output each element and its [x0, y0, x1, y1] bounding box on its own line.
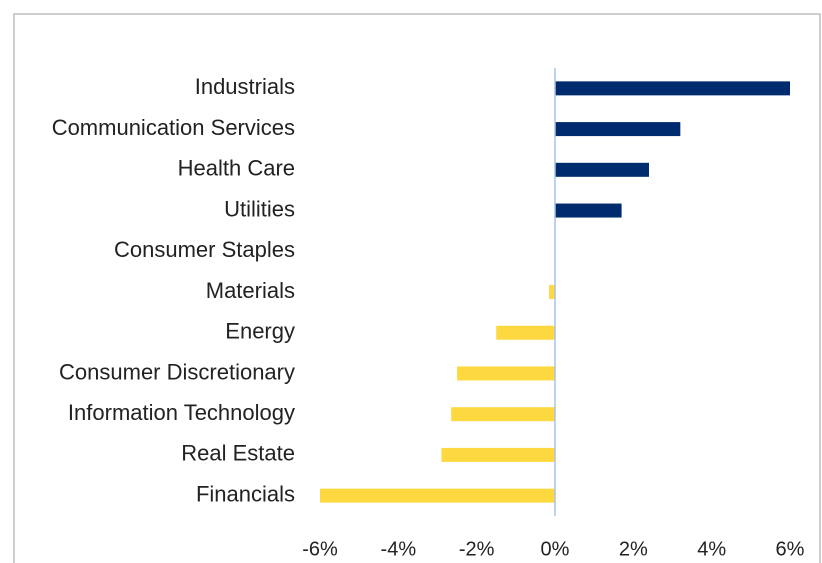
y-tick-label: Financials — [196, 481, 295, 506]
x-tick-label: 2% — [619, 538, 648, 560]
bar — [457, 366, 555, 381]
y-tick-label: Energy — [225, 319, 295, 344]
bar — [451, 407, 555, 422]
x-tick-label: 0% — [541, 538, 570, 560]
y-tick-label: Communication Services — [52, 115, 295, 140]
y-tick-label: Information Technology — [68, 400, 295, 425]
x-tick-label: 6% — [776, 538, 805, 560]
bar — [555, 122, 681, 137]
x-tick-label: -6% — [302, 538, 338, 560]
chart-frame — [13, 13, 821, 563]
x-tick-label: -4% — [381, 538, 417, 560]
x-tick-label: 4% — [697, 538, 726, 560]
bar — [441, 447, 555, 462]
y-tick-label: Consumer Discretionary — [59, 359, 295, 384]
bar — [496, 325, 555, 340]
bar — [555, 203, 622, 218]
y-tick-label: Industrials — [195, 74, 295, 99]
y-tick-label: Real Estate — [181, 441, 295, 466]
bar — [555, 81, 790, 96]
bar — [320, 488, 555, 503]
y-tick-label: Health Care — [178, 156, 295, 181]
x-tick-label: -2% — [459, 538, 495, 560]
bar — [549, 285, 555, 299]
y-tick-label: Materials — [206, 278, 295, 303]
y-tick-label: Utilities — [224, 196, 295, 221]
bar — [555, 162, 649, 177]
y-tick-label: Consumer Staples — [114, 237, 295, 262]
